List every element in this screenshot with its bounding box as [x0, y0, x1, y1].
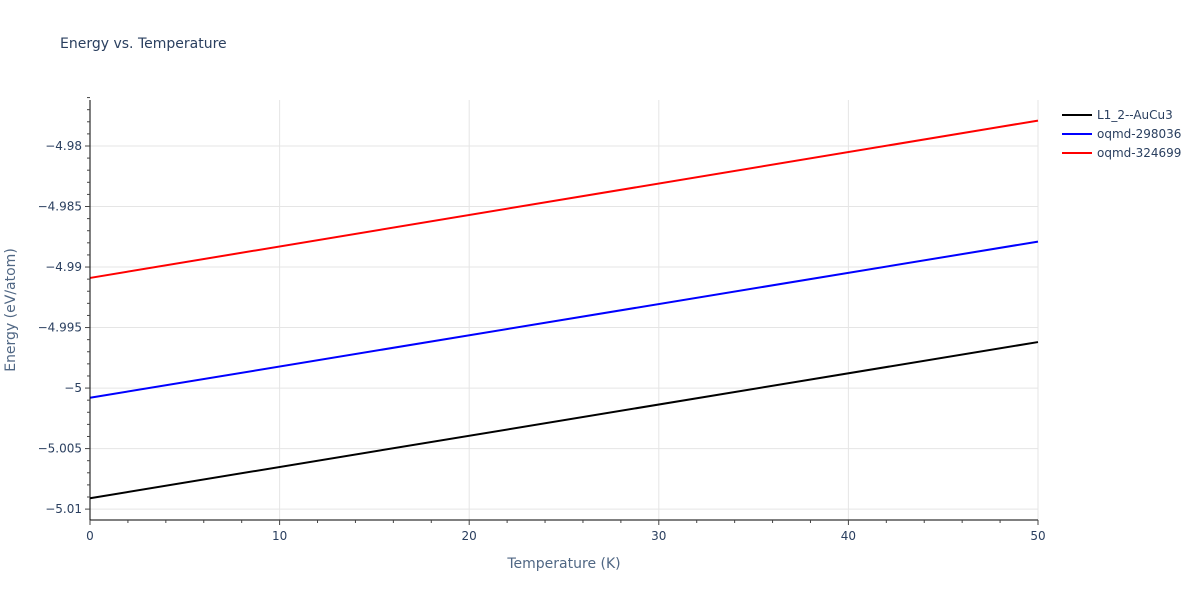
series-line	[89, 119, 1039, 279]
svg-text:40: 40	[841, 529, 856, 543]
svg-text:−5.005: −5.005	[38, 442, 82, 456]
svg-text:0: 0	[86, 529, 94, 543]
legend-item-oqmd-298036[interactable]: oqmd-298036	[1062, 124, 1181, 143]
svg-text:10: 10	[272, 529, 287, 543]
legend-label: L1_2--AuCu3	[1097, 107, 1173, 122]
svg-text:−5: −5	[64, 381, 82, 395]
svg-text:−5.01: −5.01	[45, 502, 82, 516]
series-lines	[89, 119, 1039, 500]
x-axis-title: Temperature (K)	[506, 556, 620, 572]
legend-item-l1-2-aucu3[interactable]: L1_2--AuCu3	[1062, 105, 1181, 124]
gridlines	[90, 100, 1039, 520]
tick-labels: 0 10 20 30 40 50 −4.98 −4.985 −4.99 −4.995 −5 −5.00…	[38, 139, 1046, 543]
legend-swatch	[1062, 151, 1092, 154]
y-axis-title: Energy (eV/atom)	[3, 248, 19, 372]
svg-text:20: 20	[462, 529, 477, 543]
legend-swatch	[1062, 113, 1092, 116]
svg-text:50: 50	[1030, 529, 1045, 543]
svg-text:−4.99: −4.99	[45, 260, 82, 274]
legend-swatch	[1062, 132, 1092, 135]
series-line	[89, 240, 1039, 399]
legend-label: oqmd-298036	[1097, 126, 1182, 141]
svg-text:−4.98: −4.98	[45, 139, 82, 153]
series-line	[89, 341, 1039, 500]
svg-text:−4.995: −4.995	[38, 321, 82, 335]
chart-title: Energy vs. Temperature	[60, 36, 227, 52]
svg-text:−4.985: −4.985	[38, 200, 82, 214]
svg-text:30: 30	[651, 529, 666, 543]
legend: L1_2--AuCu3 oqmd-298036 oqmd-324699	[1062, 105, 1181, 162]
legend-label: oqmd-324699	[1097, 145, 1182, 160]
axes	[85, 97, 1039, 525]
legend-item-oqmd-324699[interactable]: oqmd-324699	[1062, 143, 1181, 162]
